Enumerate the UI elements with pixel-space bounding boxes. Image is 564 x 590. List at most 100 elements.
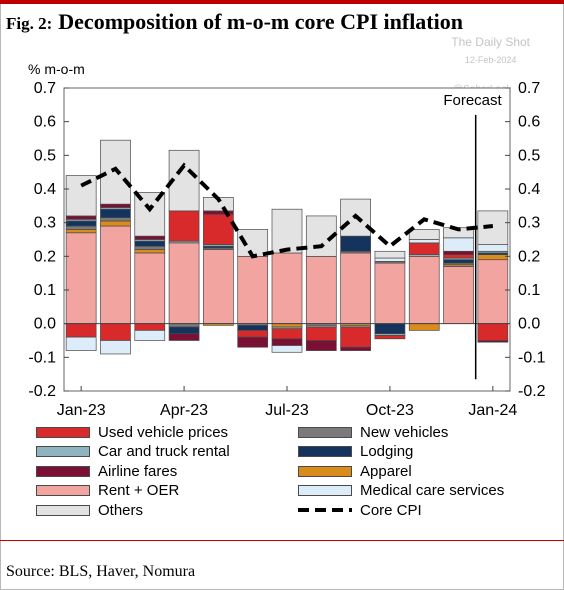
bar-segment-lodging	[443, 259, 474, 264]
bar-segment-airline-fares	[65, 215, 97, 220]
y-tick-label-right: 0.7	[518, 80, 540, 97]
bar-segment-medical-care-services	[271, 345, 303, 353]
bar-segment-used-vehicle-prices	[443, 254, 474, 259]
legend-swatch	[298, 465, 352, 477]
bar-segment-rent-oer	[168, 242, 200, 325]
legend-item-others: Others	[36, 502, 143, 519]
legend-label: Lodging	[360, 443, 414, 461]
figure-title: Fig. 2: Decomposition of m-o-m core CPI i…	[6, 9, 463, 35]
source-divider	[0, 540, 564, 541]
bar-segment-rent-oer	[203, 249, 234, 325]
bar-segment-used-vehicle-prices	[168, 210, 200, 242]
bar-segment-lodging	[168, 326, 200, 335]
bar-segment-medical-care-services	[443, 237, 474, 252]
bar-segment-used-vehicle-prices	[340, 326, 371, 348]
bar-segment-medical-care-services	[477, 244, 509, 252]
y-tick-label-left: 0.2	[34, 248, 56, 265]
legend-swatch	[36, 485, 90, 497]
legend-swatch	[298, 427, 352, 438]
legend-item-apparel: Apparel	[298, 463, 412, 480]
y-tick-label-left: 0.7	[34, 80, 56, 97]
y-tick-label-left: 0.0	[34, 316, 56, 333]
legend-swatch	[298, 485, 352, 497]
x-tick-label: Jan-24	[468, 402, 517, 419]
bar-segment-used-vehicle-prices	[65, 323, 97, 338]
legend-item-rent-oer: Rent + OER	[36, 482, 179, 499]
y-tick-label-right: -0.1	[518, 349, 546, 366]
bar-segment-others	[374, 250, 406, 259]
legend-item-lodging: Lodging	[298, 443, 413, 460]
watermark: The Daily Shot 12-Feb-2024	[451, 35, 530, 66]
bar-segment-airline-fares	[477, 340, 509, 343]
y-tick-label-right: 0.3	[518, 215, 540, 232]
legend-label: Others	[98, 501, 144, 519]
chart-legend: Used vehicle prices New vehicles Car and t…	[36, 424, 536, 524]
legend-label: Apparel	[360, 462, 412, 480]
legend-label: Medical care services	[360, 482, 505, 500]
y-tick-label-right: 0.4	[518, 181, 540, 198]
legend-item-airline-fares: Airline fares	[36, 463, 177, 480]
legend-swatch	[298, 446, 352, 458]
x-tick-label: Apr-23	[160, 402, 208, 419]
bar-segment-used-vehicle-prices	[271, 328, 303, 340]
y-tick-label-right: 0.0	[518, 316, 540, 333]
legend-item-medical-care-services: Medical care services	[298, 482, 504, 499]
bar-segment-rent-oer	[443, 266, 474, 325]
legend-label: Used vehicle prices	[98, 424, 229, 441]
figure-number: Fig. 2:	[6, 14, 53, 33]
bar-segment-airline-fares	[443, 250, 474, 256]
bar-segment-lodging	[340, 235, 371, 252]
bar-segment-new-vehicles	[168, 323, 200, 328]
bar-segment-rent-oer	[305, 255, 337, 325]
bar-segment-airline-fares	[134, 235, 166, 240]
legend-swatch	[36, 446, 90, 458]
legend-swatch	[36, 427, 90, 438]
y-tick-label-left: -0.1	[28, 349, 56, 366]
bar-segment-others	[408, 229, 440, 240]
bar-segment-rent-oer	[477, 259, 509, 325]
bar-segment-rent-oer	[237, 255, 269, 325]
bar-segment-medical-care-services	[374, 257, 406, 262]
bar-segment-used-vehicle-prices	[374, 335, 406, 340]
bar-segment-apparel	[271, 323, 303, 328]
x-tick-label: Oct-23	[366, 402, 414, 419]
bar-segment-lodging	[134, 240, 166, 247]
bar-segment-lodging	[65, 220, 97, 227]
bar-segment-medical-care-services	[408, 239, 440, 244]
chart-title: Decomposition of m-o-m core CPI inflatio…	[58, 9, 463, 34]
bar-segment-apparel	[134, 249, 166, 254]
bar-segment-medical-care-services	[134, 330, 166, 341]
bar-segment-new-vehicles	[65, 225, 97, 230]
core-cpi-line	[80, 162, 494, 259]
bar-segment-rent-oer	[271, 252, 303, 325]
bar-segment-airline-fares	[340, 346, 371, 351]
bar-segment-rent-oer	[100, 225, 131, 325]
bar-segment-used-vehicle-prices	[408, 242, 440, 256]
bar-segment-medical-care-services	[100, 340, 131, 355]
bar-segment-airline-fares	[305, 340, 337, 351]
legend-swatch	[298, 508, 352, 513]
bar-segment-apparel	[100, 220, 131, 227]
y-tick-label-right: 0.2	[518, 248, 540, 265]
legend-swatch	[36, 504, 90, 516]
y-tick-label-right: 0.1	[518, 282, 540, 299]
bar-segment-lodging	[100, 208, 131, 218]
legend-swatch	[36, 465, 90, 477]
bar-segment-apparel	[65, 229, 97, 234]
bar-segment-medical-care-services	[65, 336, 97, 351]
bar-segment-used-vehicle-prices	[305, 326, 337, 341]
bar-segment-used-vehicle-prices	[477, 323, 509, 341]
bar-segment-used-vehicle-prices	[134, 323, 166, 331]
bar-segment-used-vehicle-prices	[237, 330, 269, 338]
legend-item-car-and-truck-rental: Car and truck rental	[36, 443, 230, 460]
bar-segment-airline-fares	[100, 203, 131, 208]
bar-segment-apparel	[408, 323, 440, 331]
bar-segment-rent-oer	[134, 252, 166, 325]
bar-segment-new-vehicles	[100, 217, 131, 222]
y-tick-label-right: 0.5	[518, 147, 540, 164]
legend-label: Airline fares	[98, 462, 178, 480]
bar-segment-lodging	[237, 325, 269, 331]
bar-segment-apparel	[477, 254, 509, 261]
bar-segment-airline-fares	[237, 336, 269, 348]
bar-segment-others	[340, 198, 371, 237]
